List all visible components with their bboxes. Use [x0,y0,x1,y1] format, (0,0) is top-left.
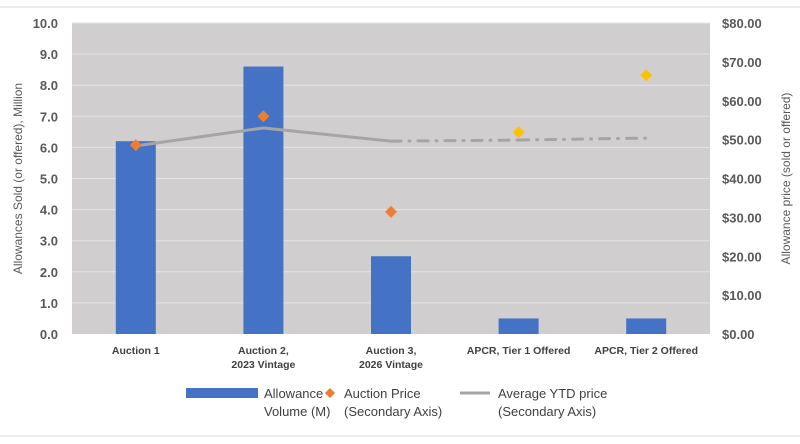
x-tick-label: Auction 2, [238,345,289,357]
y2-tick-label: $0.00 [722,327,755,342]
x-tick-label: 2023 Vintage [231,359,295,371]
legend-label: Average YTD price [498,386,607,401]
legend-swatch-diamond [325,388,335,398]
y2-tick-label: $40.00 [722,172,762,187]
x-tick-label: APCR, Tier 1 Offered [467,345,571,357]
line-segment [517,136,648,142]
y-tick-label: 9.0 [40,47,58,62]
y-tick-label: 3.0 [40,234,58,249]
bar [498,318,539,334]
legend-label: Volume (M) [264,404,330,419]
line-segment [261,126,393,143]
x-tick-label: Auction 3, [366,345,417,357]
bar [626,318,667,334]
y-tick-label: 10.0 [33,16,58,31]
x-tick-label: APCR, Tier 2 Offered [594,345,698,357]
y-tick-label: 7.0 [40,109,58,124]
y-tick-label: 2.0 [40,265,58,280]
x-tick-label: 2026 Vintage [359,359,423,371]
y2-tick-label: $10.00 [722,288,762,303]
y2-tick-label: $30.00 [722,210,762,225]
y2-tick-label: $70.00 [722,55,762,70]
bar [371,256,411,334]
y2-tick-label: $60.00 [722,94,762,109]
bar [243,66,284,334]
diamond-marker [512,126,525,139]
legend-label: (Secondary Axis) [344,404,442,419]
diamond-marker [385,205,397,218]
y-tick-label: 6.0 [40,140,58,155]
diamond-marker [129,139,142,152]
y2-tick-label: $20.00 [722,249,762,264]
diamond-marker [640,69,653,82]
diamond-marker [257,110,270,123]
y-tick-label: 4.0 [40,203,58,218]
x-tick-label: Auction 1 [112,345,160,357]
legend-label: Auction Price [344,386,421,401]
bar [115,141,156,334]
y-axis-title: Allowances Sold (or offered), Million [11,83,25,274]
y2-axis-title: Allowance price (sold or offered) [779,93,793,265]
y2-tick-label: $50.00 [722,133,762,148]
y-tick-label: 1.0 [40,296,58,311]
y-tick-label: 5.0 [40,172,58,187]
line-segment [389,138,521,143]
legend-label: Allowance [264,386,323,401]
legend-swatch-bar [186,388,258,398]
y2-tick-label: $80.00 [722,16,762,31]
y-tick-label: 8.0 [40,78,58,93]
line-segment [134,126,265,148]
legend-label: (Secondary Axis) [498,404,596,419]
y-tick-label: 0.0 [40,327,58,342]
